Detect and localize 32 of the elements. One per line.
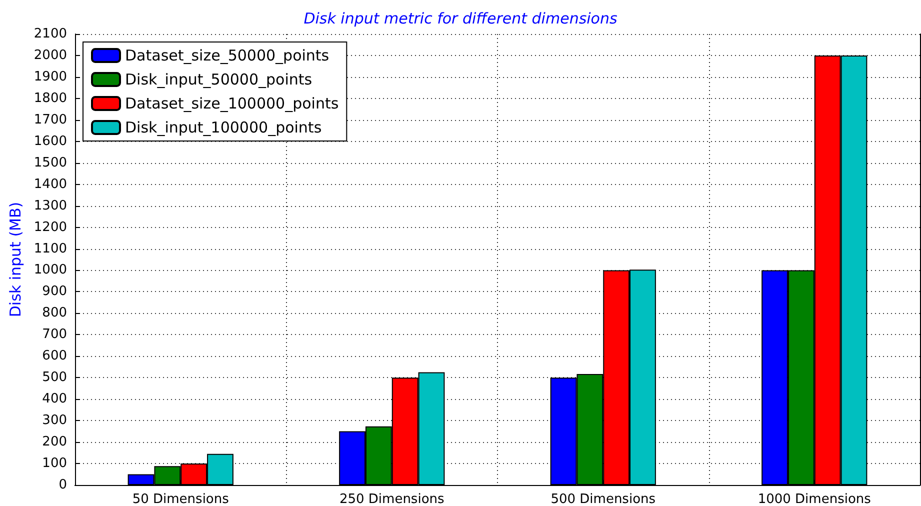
chart-title: Disk input metric for different dimensions (304, 10, 618, 28)
y-tick-label: 800 (42, 306, 67, 321)
y-tick-label: 2000 (34, 48, 67, 63)
y-tick-label: 400 (42, 392, 67, 407)
y-tick-label: 1500 (34, 155, 67, 170)
y-tick-label: 1400 (34, 176, 67, 192)
y-tick-label: 1300 (34, 198, 67, 214)
legend-label: Dataset_size_50000_points (125, 46, 330, 64)
x-tick-label: 50 Dimensions (132, 492, 230, 506)
legend-label: Disk_input_100000_points (125, 118, 322, 136)
y-tick-label: 600 (42, 348, 67, 364)
y-tick-label: 2100 (34, 26, 67, 42)
y-tick-label: 0 (58, 478, 67, 492)
x-tick-label: 250 Dimensions (339, 492, 445, 506)
y-tick-label: 1000 (34, 262, 67, 278)
y-tick-label: 900 (42, 284, 67, 300)
x-tick-label: 1000 Dimensions (758, 492, 872, 506)
y-tick-label: 1900 (34, 69, 67, 84)
legend-label: Dataset_size_100000_points (125, 94, 339, 112)
y-tick-label: 1100 (34, 241, 67, 256)
y-tick-label: 1600 (34, 134, 67, 149)
y-tick-label: 300 (42, 413, 67, 428)
y-tick-label: 1700 (34, 112, 67, 128)
y-tick-label: 500 (42, 370, 67, 386)
y-tick-label: 700 (42, 327, 67, 342)
y-tick-label: 1800 (34, 90, 67, 106)
legend-label: Disk_input_50000_points (125, 70, 312, 88)
y-tick-label: 100 (42, 456, 67, 472)
y-tick-label: 200 (42, 434, 67, 450)
x-tick-label: 500 Dimensions (550, 492, 656, 506)
y-axis-title: Disk input (MB) (6, 202, 25, 318)
y-tick-label: 1200 (34, 220, 67, 235)
